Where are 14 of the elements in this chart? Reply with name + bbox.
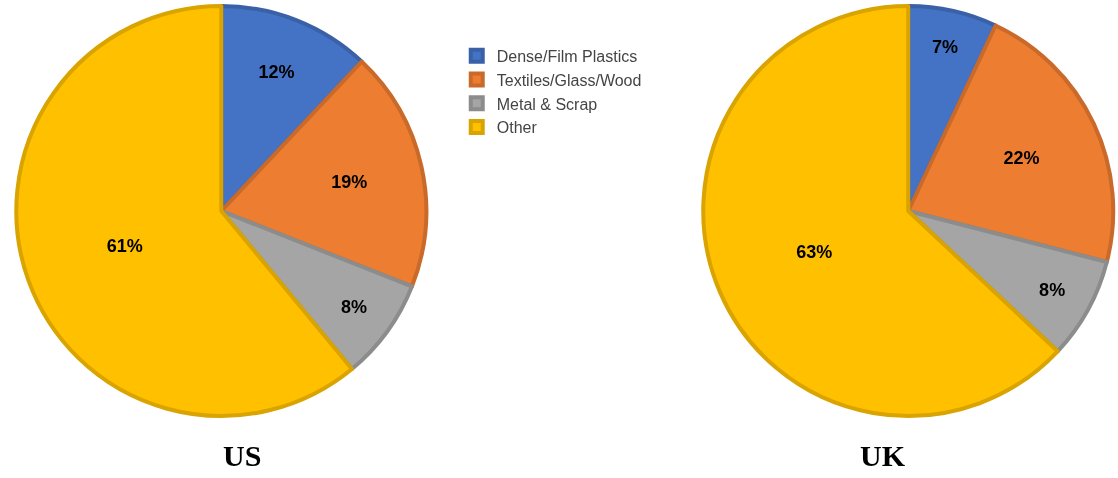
legend-label: Metal & Scrap [496,95,598,113]
data-label: 63% [796,241,833,262]
data-label: 22% [1003,147,1040,168]
legend-label: Other [496,119,538,137]
legend-label: Dense/Film Plastics [496,47,638,65]
data-label: 19% [331,172,368,193]
legend-label: Textiles/Glass/Wood [496,71,642,89]
data-label: 8% [341,297,368,318]
text: US [223,439,262,472]
data-label: 61% [106,235,143,256]
data-label: 8% [1039,280,1066,301]
data-label: 7% [931,36,958,57]
data-label: 12% [258,61,295,82]
text: UK [860,439,906,472]
